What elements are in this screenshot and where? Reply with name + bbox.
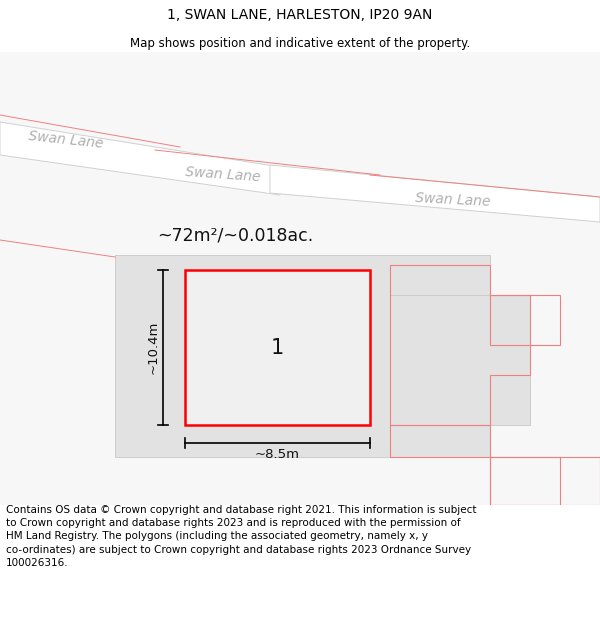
Text: Map shows position and indicative extent of the property.: Map shows position and indicative extent… bbox=[130, 38, 470, 51]
Polygon shape bbox=[270, 165, 600, 222]
Bar bbox=[390, 295, 530, 425]
Bar bbox=[115, 255, 490, 457]
Text: 1: 1 bbox=[271, 338, 284, 357]
Text: ~8.5m: ~8.5m bbox=[255, 449, 300, 461]
Text: Swan Lane: Swan Lane bbox=[415, 191, 491, 209]
Polygon shape bbox=[0, 122, 280, 195]
Text: ~10.4m: ~10.4m bbox=[146, 321, 160, 374]
Text: Swan Lane: Swan Lane bbox=[28, 129, 104, 151]
Text: Swan Lane: Swan Lane bbox=[185, 166, 261, 184]
Bar bbox=[185, 270, 370, 425]
Text: 1, SWAN LANE, HARLESTON, IP20 9AN: 1, SWAN LANE, HARLESTON, IP20 9AN bbox=[167, 8, 433, 22]
Text: Contains OS data © Crown copyright and database right 2021. This information is : Contains OS data © Crown copyright and d… bbox=[6, 505, 476, 568]
Text: ~72m²/~0.018ac.: ~72m²/~0.018ac. bbox=[157, 226, 313, 244]
